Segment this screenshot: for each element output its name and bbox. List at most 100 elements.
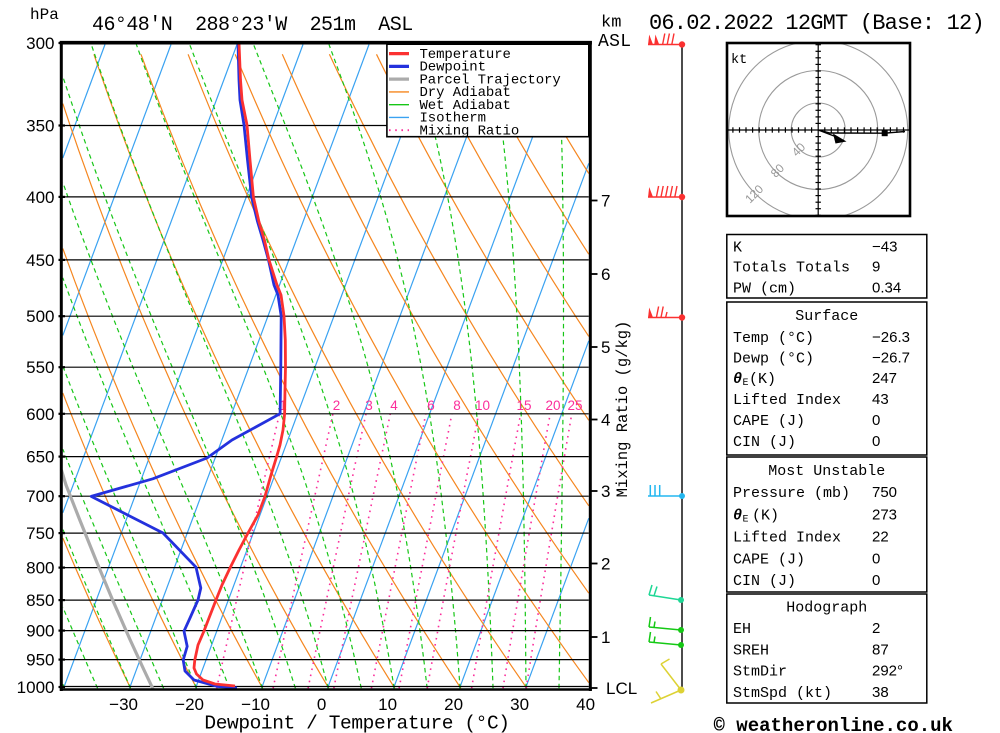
- svg-text:Dewpoint: Dewpoint: [420, 60, 486, 76]
- svg-text:Dewp (°C): Dewp (°C): [733, 351, 814, 368]
- svg-text:hPa: hPa: [30, 6, 59, 24]
- svg-text:400: 400: [26, 188, 54, 207]
- svg-text:StmDir: StmDir: [733, 664, 787, 681]
- svg-text:2: 2: [601, 554, 610, 573]
- svg-text:kt: kt: [731, 53, 747, 68]
- svg-text:0: 0: [872, 551, 880, 568]
- svg-text:Surface: Surface: [795, 308, 858, 325]
- svg-text:300: 300: [26, 34, 54, 53]
- svg-text:−26.3: −26.3: [872, 329, 910, 346]
- svg-text:0: 0: [872, 412, 880, 429]
- svg-text:38: 38: [872, 684, 889, 701]
- svg-text:K: K: [733, 240, 742, 257]
- svg-text:750: 750: [872, 484, 897, 501]
- svg-text:247: 247: [872, 370, 897, 387]
- svg-text:1: 1: [279, 398, 287, 413]
- svg-text:850: 850: [26, 591, 54, 610]
- svg-text:700: 700: [26, 487, 54, 506]
- svg-text:750: 750: [26, 524, 54, 543]
- svg-text:2: 2: [333, 398, 341, 413]
- svg-text:θ: θ: [733, 371, 742, 388]
- svg-text:550: 550: [26, 358, 54, 377]
- svg-text:8: 8: [453, 398, 461, 413]
- svg-text:7: 7: [601, 191, 610, 210]
- svg-text:15: 15: [516, 398, 531, 413]
- svg-text:StmSpd (kt): StmSpd (kt): [733, 685, 832, 702]
- svg-text:Most Unstable: Most Unstable: [768, 463, 885, 480]
- svg-text:500: 500: [26, 307, 54, 326]
- svg-text:950: 950: [26, 651, 54, 670]
- svg-text:2: 2: [872, 620, 880, 637]
- svg-text:20: 20: [545, 398, 560, 413]
- svg-text:87: 87: [872, 642, 889, 659]
- svg-text:EH: EH: [733, 621, 751, 638]
- svg-text:43: 43: [872, 391, 889, 408]
- svg-text:θ: θ: [733, 508, 742, 525]
- svg-text:450: 450: [26, 251, 54, 270]
- svg-text:Mixing Ratio: Mixing Ratio: [420, 123, 520, 139]
- svg-text:Temperature: Temperature: [420, 47, 511, 63]
- svg-text:Lifted Index: Lifted Index: [733, 530, 841, 547]
- svg-text:CIN (J): CIN (J): [733, 573, 796, 590]
- svg-text:30: 30: [510, 695, 529, 714]
- svg-text:PW (cm): PW (cm): [733, 281, 796, 298]
- svg-text:22: 22: [872, 529, 889, 546]
- svg-text:CIN (J): CIN (J): [733, 434, 796, 451]
- svg-text:3: 3: [601, 482, 610, 501]
- svg-text:−30: −30: [109, 695, 138, 714]
- svg-text:Hodograph: Hodograph: [786, 600, 867, 617]
- svg-text:SREH: SREH: [733, 643, 769, 660]
- svg-text:1000: 1000: [17, 678, 55, 697]
- svg-text:LCL: LCL: [606, 679, 637, 698]
- svg-text:273: 273: [872, 507, 897, 524]
- svg-text:292°: 292°: [872, 663, 903, 680]
- svg-text:Pressure (mb): Pressure (mb): [733, 485, 850, 502]
- svg-text:Totals Totals: Totals Totals: [733, 260, 850, 277]
- svg-text:0: 0: [872, 433, 880, 450]
- svg-text:Dewpoint / Temperature (°C): Dewpoint / Temperature (°C): [204, 713, 509, 733]
- svg-text:Lifted Index: Lifted Index: [733, 392, 841, 409]
- svg-text:9: 9: [872, 259, 880, 276]
- svg-text:© weatheronline.co.uk: © weatheronline.co.uk: [714, 715, 953, 733]
- svg-text:0: 0: [317, 695, 326, 714]
- svg-text:0: 0: [872, 572, 880, 589]
- svg-text:3: 3: [365, 398, 373, 413]
- svg-text:4: 4: [601, 410, 610, 429]
- svg-text:Mixing Ratio (g/kg): Mixing Ratio (g/kg): [614, 321, 632, 498]
- svg-text:−26.7: −26.7: [872, 350, 910, 367]
- svg-text:6: 6: [601, 265, 610, 284]
- svg-text:350: 350: [26, 117, 54, 136]
- svg-text:650: 650: [26, 448, 54, 467]
- svg-text:5: 5: [601, 338, 610, 357]
- svg-text:800: 800: [26, 559, 54, 578]
- svg-text:600: 600: [26, 405, 54, 424]
- svg-text:06.02.2022 12GMT (Base: 12): 06.02.2022 12GMT (Base: 12): [649, 11, 984, 36]
- svg-text:E: E: [743, 515, 749, 526]
- svg-text:(K): (K): [752, 508, 779, 525]
- svg-text:25: 25: [567, 398, 582, 413]
- svg-text:40: 40: [576, 695, 595, 714]
- svg-text:−10: −10: [241, 695, 270, 714]
- svg-text:Temp (°C): Temp (°C): [733, 330, 814, 347]
- svg-text:CAPE (J): CAPE (J): [733, 552, 805, 569]
- svg-text:0.34: 0.34: [872, 280, 901, 297]
- svg-text:Wet Adiabat: Wet Adiabat: [420, 98, 511, 114]
- svg-text:20: 20: [444, 695, 463, 714]
- svg-text:E: E: [743, 378, 749, 389]
- svg-text:10: 10: [378, 695, 397, 714]
- svg-text:10: 10: [475, 398, 490, 413]
- svg-text:ASL: ASL: [598, 32, 631, 52]
- svg-text:46°48'N 288°23'W 251m ASL: 46°48'N 288°23'W 251m ASL: [92, 14, 413, 37]
- svg-text:Isotherm: Isotherm: [420, 111, 486, 127]
- svg-text:km: km: [601, 14, 621, 33]
- svg-text:Parcel Trajectory: Parcel Trajectory: [420, 72, 561, 88]
- svg-text:4: 4: [390, 398, 398, 413]
- svg-text:CAPE (J): CAPE (J): [733, 413, 805, 430]
- svg-text:−20: −20: [175, 695, 204, 714]
- svg-text:−43: −43: [872, 239, 897, 256]
- svg-text:6: 6: [427, 398, 435, 413]
- svg-text:Dry Adiabat: Dry Adiabat: [420, 85, 511, 101]
- svg-text:1: 1: [601, 628, 610, 647]
- svg-text:900: 900: [26, 622, 54, 641]
- svg-text:(K): (K): [749, 371, 776, 388]
